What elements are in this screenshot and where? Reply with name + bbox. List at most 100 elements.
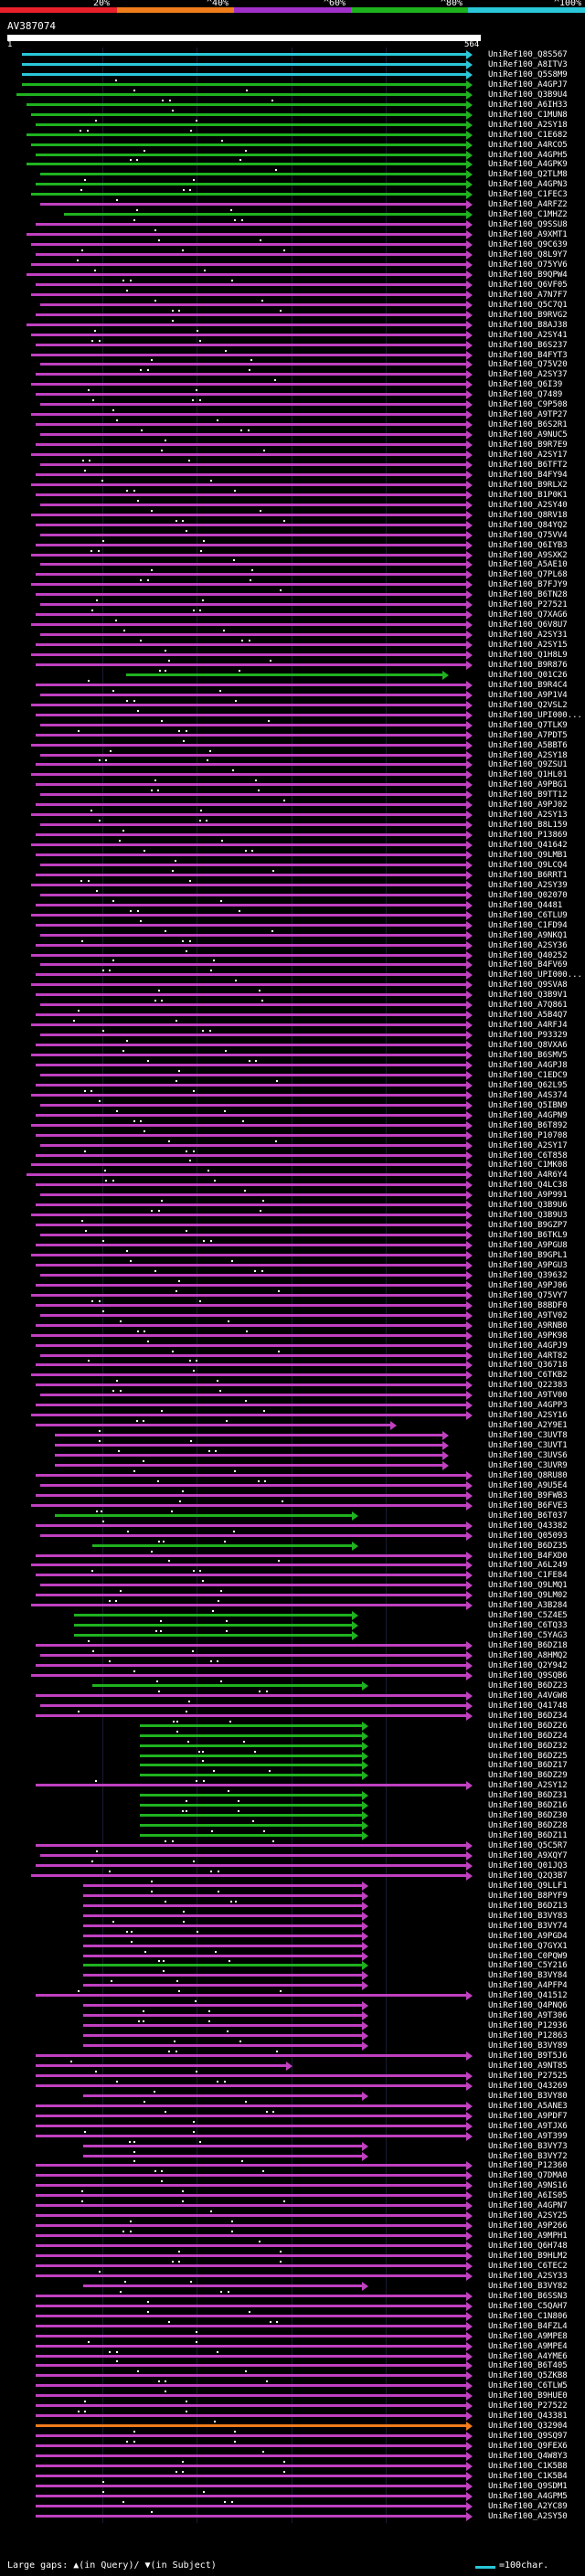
hit-label[interactable]: UniRef100_B8L159 <box>488 821 568 831</box>
hit-row[interactable]: UniRef100_Q9LCQ4 <box>0 859 585 871</box>
hit-label[interactable]: UniRef100_B9T5J6 <box>488 2051 568 2061</box>
hit-row[interactable]: UniRef100_A2SY17 <box>0 450 585 461</box>
hit-label[interactable]: UniRef100_A9SXK2 <box>488 550 568 560</box>
hit-row[interactable]: UniRef100_C1MK08 <box>0 1160 585 1171</box>
hit-row[interactable]: UniRef100_A6IS05 <box>0 2190 585 2201</box>
hit-label[interactable]: UniRef100_Q3B9U6 <box>488 1201 568 1211</box>
hit-row[interactable]: UniRef100_P12936 <box>0 2020 585 2031</box>
hit-label[interactable]: UniRef100_Q22383 <box>488 1381 568 1391</box>
hit-label[interactable]: UniRef100_A4GPN9 <box>488 1110 568 1120</box>
hit-label[interactable]: UniRef100_UPI000... <box>488 710 582 720</box>
hit-row[interactable]: UniRef100_A9PBG1 <box>0 779 585 790</box>
hit-label[interactable]: UniRef100_Q5IBN9 <box>488 1100 568 1110</box>
hit-label[interactable]: UniRef100_A9U5E4 <box>488 1480 568 1490</box>
hit-row[interactable]: UniRef100_C3UVT1 <box>0 1440 585 1451</box>
hit-label[interactable]: UniRef100_C3UVS6 <box>488 1451 568 1460</box>
hit-row[interactable]: UniRef100_B9R7E9 <box>0 440 585 451</box>
hit-row[interactable]: UniRef100_B9HLM2 <box>0 2251 585 2262</box>
hit-row[interactable]: UniRef100_A4S374 <box>0 1089 585 1101</box>
hit-label[interactable]: UniRef100_Q9SQB6 <box>488 1670 568 1680</box>
hit-label[interactable]: UniRef100_Q5ZKB8 <box>488 2371 568 2381</box>
hit-row[interactable]: UniRef100_P12863 <box>0 2030 585 2041</box>
hit-row[interactable]: UniRef100_Q9C639 <box>0 239 585 250</box>
hit-row[interactable]: UniRef100_B6DZ13 <box>0 1900 585 1912</box>
hit-row[interactable]: UniRef100_B9RVG2 <box>0 309 585 321</box>
hit-row[interactable]: UniRef100_B6T892 <box>0 1119 585 1131</box>
hit-label[interactable]: UniRef100_A2SY13 <box>488 811 568 821</box>
hit-row[interactable]: UniRef100_B6SMV5 <box>0 1050 585 1061</box>
hit-label[interactable]: UniRef100_B6TN28 <box>488 590 568 600</box>
hit-row[interactable]: UniRef100_B3VY72 <box>0 2150 585 2162</box>
hit-label[interactable]: UniRef100_B8AJ38 <box>488 320 568 330</box>
hit-row[interactable]: UniRef100_Q9SQ97 <box>0 2431 585 2442</box>
hit-label[interactable]: UniRef100_B3VY82 <box>488 2281 568 2291</box>
hit-label[interactable]: UniRef100_A9NS16 <box>488 2181 568 2191</box>
hit-label[interactable]: UniRef100_A2SY15 <box>488 641 568 651</box>
hit-label[interactable]: UniRef100_B8PYF9 <box>488 1891 568 1901</box>
hit-label[interactable]: UniRef100_Q05093 <box>488 1531 568 1541</box>
hit-label[interactable]: UniRef100_A9MPE4 <box>488 2341 568 2351</box>
hit-row[interactable]: UniRef100_Q40252 <box>0 949 585 961</box>
hit-row[interactable]: UniRef100_C3UVR9 <box>0 1459 585 1471</box>
hit-label[interactable]: UniRef100_B9RLX2 <box>488 480 568 490</box>
hit-label[interactable]: UniRef100_B6SMV5 <box>488 1051 568 1060</box>
hit-row[interactable]: UniRef100_Q8L9Y7 <box>0 249 585 260</box>
hit-row[interactable]: UniRef100_P10708 <box>0 1129 585 1141</box>
hit-label[interactable]: UniRef100_C6TLU9 <box>488 910 568 920</box>
hit-label[interactable]: UniRef100_Q5S8M9 <box>488 69 568 80</box>
hit-label[interactable]: UniRef100_A9NT85 <box>488 2061 568 2071</box>
hit-label[interactable]: UniRef100_A9PJ02 <box>488 800 568 811</box>
hit-label[interactable]: UniRef100_A7PDT5 <box>488 730 568 740</box>
hit-row[interactable]: UniRef100_A9TP27 <box>0 409 585 420</box>
hit-label[interactable]: UniRef100_Q7GYX1 <box>488 1941 568 1951</box>
hit-row[interactable]: UniRef100_Q9LLF1 <box>0 1880 585 1892</box>
hit-label[interactable]: UniRef100_C3UVT8 <box>488 1431 568 1441</box>
hit-row[interactable]: UniRef100_Q32904 <box>0 2421 585 2432</box>
hit-label[interactable]: UniRef100_C6TQ33 <box>488 1621 568 1631</box>
hit-label[interactable]: UniRef100_B6DZ35 <box>488 1541 568 1551</box>
hit-label[interactable]: UniRef100_Q4481 <box>488 900 563 910</box>
hit-row[interactable]: UniRef100_Q9LMQ1 <box>0 1580 585 1591</box>
hit-row[interactable]: UniRef100_Q6H748 <box>0 2241 585 2252</box>
hit-label[interactable]: UniRef100_A4GPH5 <box>488 150 568 160</box>
hit-row[interactable]: UniRef100_Q9SSU8 <box>0 219 585 230</box>
hit-label[interactable]: UniRef100_B9HLM2 <box>488 2252 568 2261</box>
hit-row[interactable]: UniRef100_Q9SDM1 <box>0 2480 585 2492</box>
hit-row[interactable]: UniRef100_Q7TLK9 <box>0 719 585 731</box>
hit-row[interactable]: UniRef100_A4GPN3 <box>0 179 585 190</box>
hit-label[interactable]: UniRef100_C5QAH7 <box>488 2301 568 2311</box>
hit-row[interactable]: UniRef100_A7Q861 <box>0 1000 585 1011</box>
hit-label[interactable]: UniRef100_Q9LCQ4 <box>488 860 568 870</box>
hit-label[interactable]: UniRef100_A9MPE8 <box>488 2331 568 2341</box>
hit-label[interactable]: UniRef100_P12360 <box>488 2161 568 2171</box>
hit-label[interactable]: UniRef100_Q7489 <box>488 390 563 400</box>
hit-label[interactable]: UniRef100_A9TP27 <box>488 410 568 420</box>
hit-row[interactable]: UniRef100_Q7DMA0 <box>0 2170 585 2181</box>
hit-label[interactable]: UniRef100_Q6VF05 <box>488 280 568 290</box>
hit-label[interactable]: UniRef100_B6DZ16 <box>488 1801 568 1811</box>
hit-row[interactable]: UniRef100_A9NT85 <box>0 2060 585 2072</box>
hit-row[interactable]: UniRef100_Q7XAG6 <box>0 610 585 620</box>
hit-row[interactable]: UniRef100_Q75VV4 <box>0 529 585 541</box>
hit-label[interactable]: UniRef100_A9TJX6 <box>488 2121 568 2131</box>
hit-row[interactable]: UniRef100_C6TKB2 <box>0 1370 585 1381</box>
hit-row[interactable]: UniRef100_B3VY84 <box>0 1970 585 1981</box>
hit-row[interactable]: UniRef100_Q4W8Y3 <box>0 2451 585 2462</box>
hit-label[interactable]: UniRef100_P13869 <box>488 831 568 841</box>
hit-label[interactable]: UniRef100_A9RNB0 <box>488 1320 568 1330</box>
hit-label[interactable]: UniRef100_B9R7E9 <box>488 440 568 451</box>
hit-label[interactable]: UniRef100_A2SY17 <box>488 451 568 460</box>
hit-label[interactable]: UniRef100_A9NUC5 <box>488 430 568 440</box>
hit-label[interactable]: UniRef100_C6TKB2 <box>488 1371 568 1381</box>
hit-row[interactable]: UniRef100_UPI000... <box>0 709 585 721</box>
hit-label[interactable]: UniRef100_C1MUN8 <box>488 110 568 120</box>
hit-row[interactable]: UniRef100_A4RFJ4 <box>0 1020 585 1031</box>
hit-row[interactable]: UniRef100_C5Y216 <box>0 1960 585 1971</box>
hit-label[interactable]: UniRef100_B6DZ29 <box>488 1771 568 1781</box>
hit-row[interactable]: UniRef100_Q6IYB3 <box>0 539 585 551</box>
hit-row[interactable]: UniRef100_Q41642 <box>0 840 585 851</box>
hit-label[interactable]: UniRef100_Q43382 <box>488 1521 568 1531</box>
hit-row[interactable]: UniRef100_C1EDC9 <box>0 1069 585 1081</box>
hit-row[interactable]: UniRef100_A4GPK9 <box>0 159 585 170</box>
hit-row[interactable]: UniRef100_Q9SVA8 <box>0 980 585 991</box>
